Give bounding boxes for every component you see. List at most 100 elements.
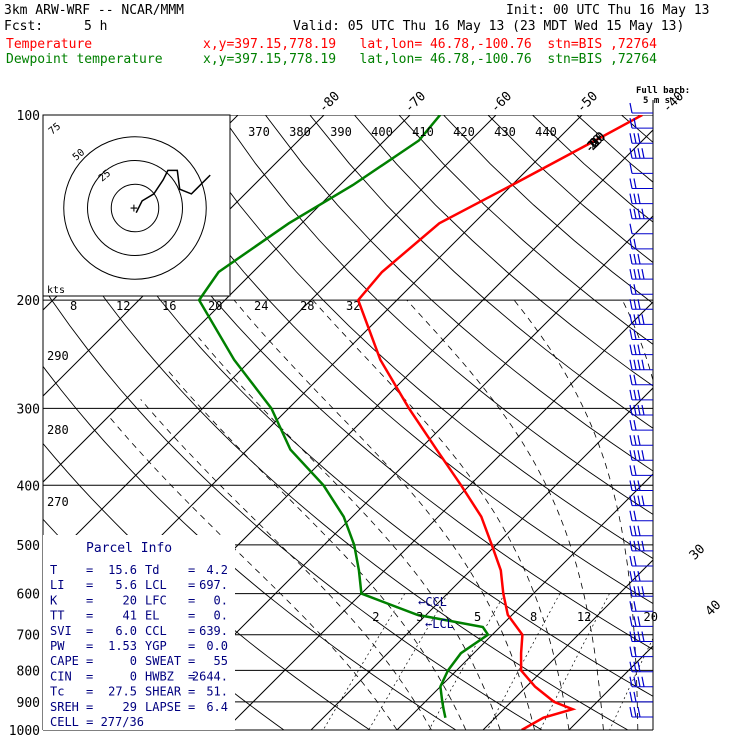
isotherm-label: 30	[687, 542, 709, 564]
dry-adiabat	[43, 203, 629, 730]
wind-barb	[629, 389, 653, 401]
wind-barb	[629, 329, 653, 340]
hodograph-scale-label: 8	[70, 299, 77, 313]
pressure-label: 1000	[9, 724, 40, 739]
wind-barb	[629, 450, 653, 461]
dry-adiabat	[666, 115, 740, 730]
wind-barb	[629, 102, 653, 114]
parcel-value: 0	[130, 669, 137, 683]
mixing-ratio-line	[609, 637, 653, 730]
barb-legend-bottom: 5 m s⁻¹	[643, 96, 681, 106]
parcel-value: 41	[123, 609, 137, 623]
parcel-cell: CELL = 277/36	[50, 715, 144, 729]
wind-barb	[629, 253, 653, 265]
isotherm-label: -50	[574, 89, 601, 116]
parcel-value: 0.	[214, 593, 228, 607]
wind-barb	[629, 178, 653, 189]
wind-barb	[629, 661, 653, 673]
wind-barb	[629, 284, 653, 295]
wind-barb	[629, 404, 653, 416]
isotherm-line	[482, 559, 653, 730]
parcel-label: K	[50, 593, 58, 607]
wind-barb	[629, 359, 653, 371]
barb-legend-top: Full barb:	[636, 86, 690, 96]
parcel-label: HWBZ	[145, 669, 174, 683]
pressure-label: 800	[17, 664, 40, 679]
pressure-label: 200	[17, 294, 40, 309]
parcel-value: 20	[123, 593, 137, 607]
wind-barb	[629, 706, 653, 718]
hodograph-scale-label: 24	[254, 299, 268, 313]
theta-label: 290	[47, 349, 69, 363]
pressure-label: 700	[17, 629, 40, 644]
hodograph-scale-label: 28	[300, 299, 314, 313]
parcel-value: 5.6	[115, 578, 137, 592]
wind-barb	[629, 616, 653, 627]
wind-barb	[629, 299, 653, 310]
dry-adiabat	[532, 115, 653, 223]
wind-barb	[629, 374, 653, 386]
parcel-info-panel: Parcel Info T = 15.6 Td = 4.2 LI = 5.6 LCL = 697. K =…	[43, 535, 235, 730]
theta-label: 380	[289, 125, 311, 139]
parcel-label: SREH	[50, 700, 79, 714]
wind-barb	[629, 631, 653, 642]
mixing-ratio-label: 20	[643, 610, 657, 624]
parcel-value: 0	[130, 654, 137, 668]
model-title: 3km ARW-WRF -- NCAR/MMM	[4, 3, 185, 18]
wind-barb	[629, 163, 653, 174]
wind-barb	[629, 344, 653, 356]
mixing-ratio-label: 3	[416, 610, 423, 624]
parcel-equals: =	[86, 624, 93, 638]
dry-adiabat	[487, 115, 653, 264]
parcel-value: 4.2	[206, 563, 228, 577]
parcel-label: EL	[145, 609, 159, 623]
parcel-label: LI	[50, 578, 64, 592]
parcel-label: LFC	[145, 593, 167, 607]
lcl-marker: ←LCL	[425, 617, 454, 631]
parcel-label: Td	[145, 563, 159, 577]
temperature-legend: Temperature	[6, 37, 93, 52]
forecast-label: Fcst:	[4, 19, 44, 34]
mixing-ratio-label: 2	[372, 610, 379, 624]
wind-barb	[629, 555, 653, 567]
dewpoint-legend: Dewpoint temperature	[6, 52, 163, 67]
parcel-value: 0.	[214, 609, 228, 623]
pressure-label: 600	[17, 588, 40, 603]
parcel-value: 29	[123, 700, 137, 714]
pressure-label: 100	[17, 109, 40, 124]
parcel-equals: =	[188, 669, 195, 683]
hodograph-box	[42, 114, 231, 297]
temperature-location: x,y=397.15,778.19 lat,lon= 46.78,-100.76…	[203, 37, 657, 52]
parcel-equals: =	[86, 609, 93, 623]
parcel-label: T	[50, 563, 57, 577]
pressure-label: 900	[17, 696, 40, 711]
mixing-ratio-line	[368, 593, 449, 730]
parcel-label: YGP	[145, 639, 167, 653]
init-time: Init: 00 UTC Thu 16 May 13	[506, 3, 710, 18]
dry-adiabat	[43, 286, 543, 730]
mixing-ratio-label: 12	[577, 610, 591, 624]
wind-barb	[629, 510, 653, 522]
isotherm-label: 40	[703, 598, 725, 620]
pressure-label: 500	[17, 539, 40, 554]
isotherm-label: -70	[402, 89, 429, 116]
hodograph-speed-unit: kts	[47, 285, 65, 296]
wind-barb	[629, 646, 653, 658]
parcel-title: Parcel Info	[86, 541, 172, 556]
theta-label: 420	[453, 125, 475, 139]
isotherm-label: -80	[316, 89, 343, 116]
parcel-equals: =	[188, 624, 195, 638]
parcel-label: SHEAR	[145, 685, 182, 699]
pressure-label: 300	[17, 402, 40, 417]
hodograph-scale-label: 16	[162, 299, 176, 313]
wind-barb	[629, 586, 653, 597]
wind-barb	[629, 540, 653, 552]
dry-adiabat	[43, 365, 457, 730]
wind-barb	[629, 268, 653, 280]
parcel-value: 0.0	[206, 639, 228, 653]
theta-label: 440	[535, 125, 557, 139]
isotherm-line	[655, 115, 740, 730]
wind-barb	[629, 676, 653, 688]
temperature-profile	[356, 115, 643, 730]
